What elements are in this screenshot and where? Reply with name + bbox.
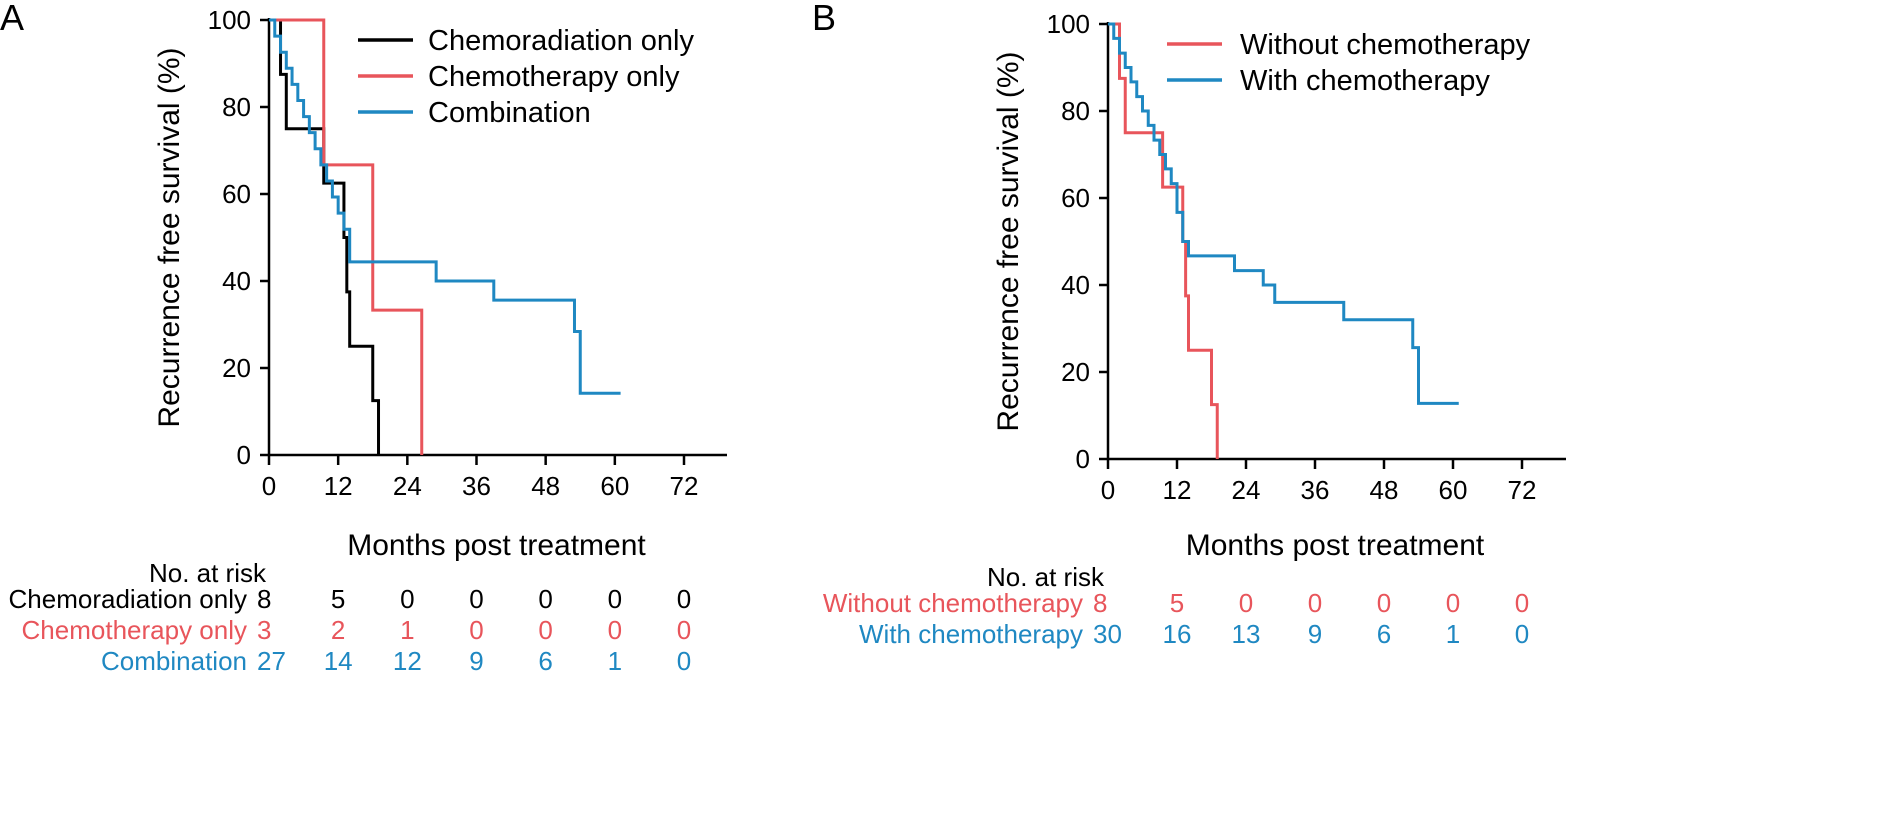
risk-table-title: No. at risk [987,562,1105,592]
x-tick-label: 36 [462,471,491,501]
risk-count: 3 [257,615,271,645]
x-tick-label: 60 [1439,475,1468,505]
y-tick-label: 40 [222,266,251,296]
survival-curve-combination [269,18,621,395]
y-tick-label: 60 [1061,183,1090,213]
x-tick-label: 24 [1232,475,1261,505]
risk-count: 5 [331,584,345,614]
risk-count: 30 [1093,619,1122,649]
legend-label: Chemoradiation only [428,25,694,57]
risk-row-label: Chemoradiation only [9,584,247,614]
risk-count: 14 [324,646,353,676]
x-tick-label: 12 [324,471,353,501]
risk-count: 1 [608,646,622,676]
risk-count: 0 [538,584,552,614]
risk-row-label: Without chemotherapy [823,588,1083,618]
risk-count: 0 [1515,588,1529,618]
panel-label: A [0,0,24,38]
y-axis-label: Recurrence free survival (%) [992,51,1025,431]
risk-count: 1 [1446,619,1460,649]
y-axis-label: Recurrence free survival (%) [153,47,186,427]
risk-count: 16 [1163,619,1192,649]
risk-count: 0 [608,615,622,645]
y-tick-label: 100 [1047,9,1090,39]
x-tick-label: 48 [531,471,560,501]
x-tick-label: 36 [1301,475,1330,505]
legend-label: Combination [428,97,591,129]
risk-row-label: Chemotherapy only [22,615,247,645]
y-tick-label: 0 [1076,444,1090,474]
survival-curve-chemoradiation-only [269,18,381,455]
y-tick-label: 40 [1061,270,1090,300]
risk-count: 5 [1170,588,1184,618]
risk-count: 27 [257,646,286,676]
risk-count: 9 [1308,619,1322,649]
x-tick-label: 0 [262,471,276,501]
risk-count: 1 [400,615,414,645]
risk-count: 12 [393,646,422,676]
y-tick-label: 0 [237,440,251,470]
risk-count: 6 [538,646,552,676]
risk-count: 0 [1515,619,1529,649]
risk-count: 0 [469,615,483,645]
x-tick-label: 72 [670,471,699,501]
risk-row-label: Combination [101,646,247,676]
risk-count: 0 [1446,588,1460,618]
risk-count: 2 [331,615,345,645]
y-tick-label: 80 [1061,96,1090,126]
x-axis-label: Months post treatment [1186,529,1485,562]
risk-table-title: No. at risk [149,558,267,588]
y-tick-label: 100 [208,5,251,35]
survival-curve-without-chemotherapy [1108,22,1219,459]
y-tick-label: 20 [1061,357,1090,387]
risk-count: 0 [1239,588,1253,618]
risk-count: 9 [469,646,483,676]
risk-count: 8 [1093,588,1107,618]
x-tick-label: 24 [393,471,422,501]
y-tick-label: 80 [222,92,251,122]
risk-count: 8 [257,584,271,614]
risk-count: 0 [608,584,622,614]
y-tick-label: 60 [222,179,251,209]
survival-curve-with-chemotherapy [1108,22,1459,405]
risk-count: 13 [1232,619,1261,649]
risk-count: 0 [538,615,552,645]
risk-count: 0 [677,615,691,645]
x-tick-label: 72 [1508,475,1537,505]
risk-count: 6 [1377,619,1391,649]
panel-label: B [812,0,836,38]
x-tick-label: 60 [600,471,629,501]
legend-label: Without chemotherapy [1240,29,1531,61]
risk-count: 0 [400,584,414,614]
legend-label: With chemotherapy [1240,65,1490,97]
risk-count: 0 [1377,588,1391,618]
x-tick-label: 0 [1101,475,1115,505]
risk-count: 0 [677,646,691,676]
risk-row-label: With chemotherapy [859,619,1083,649]
x-tick-label: 12 [1163,475,1192,505]
x-tick-label: 48 [1370,475,1399,505]
x-axis-label: Months post treatment [347,529,646,562]
risk-count: 0 [677,584,691,614]
risk-count: 0 [1308,588,1322,618]
survival-curve-chemotherapy-only [269,18,424,455]
legend-label: Chemotherapy only [428,61,680,93]
y-tick-label: 20 [222,353,251,383]
risk-count: 0 [469,584,483,614]
